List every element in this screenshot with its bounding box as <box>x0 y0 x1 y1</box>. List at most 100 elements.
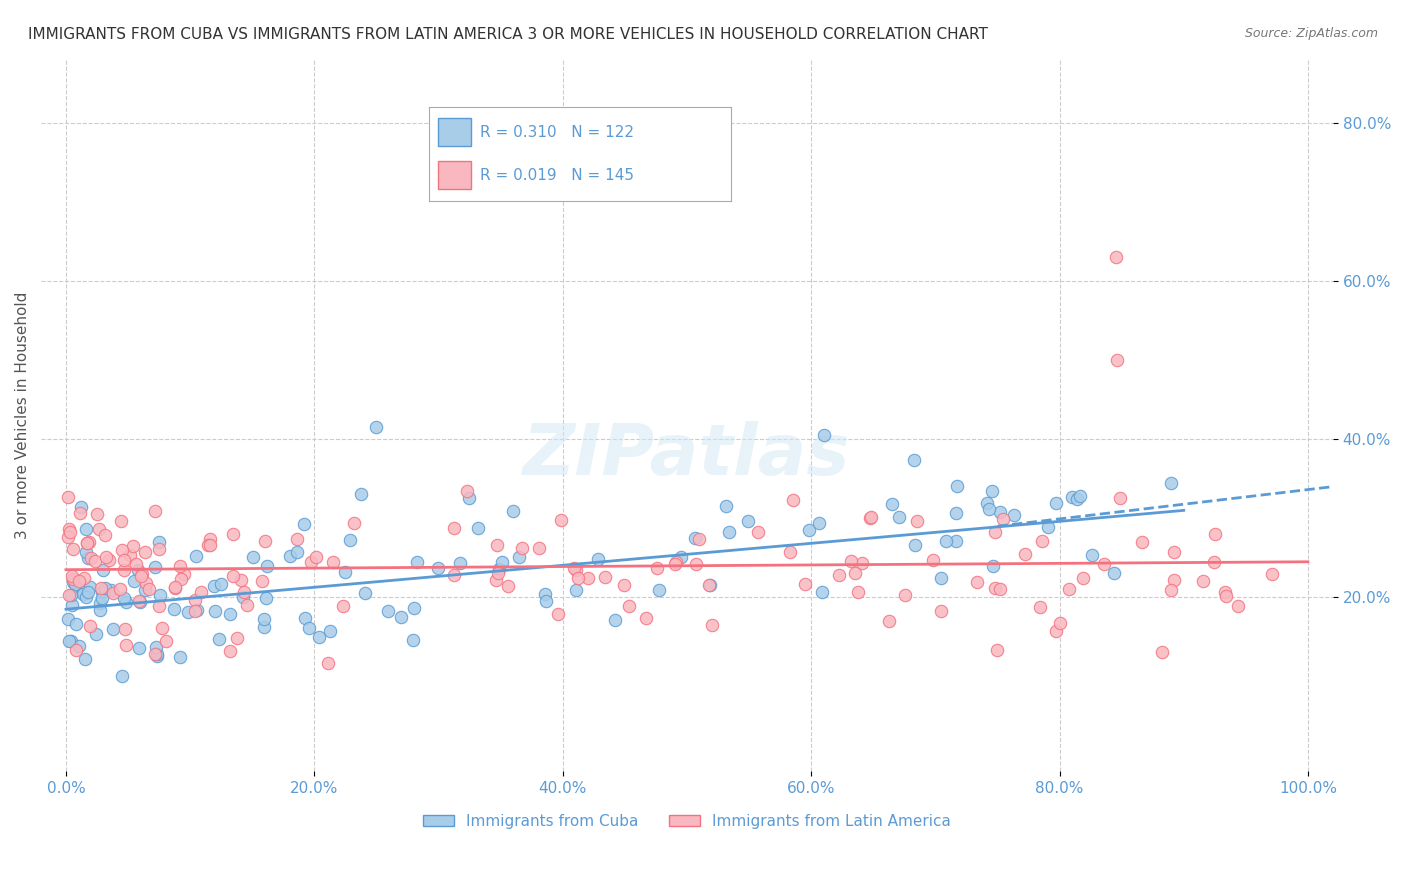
Point <box>456 483 478 498</box>
Point <box>67 639 90 653</box>
Point <box>533 587 555 601</box>
Point <box>110 515 132 529</box>
Point <box>253 612 276 626</box>
Point <box>945 534 967 549</box>
Point <box>70 500 93 514</box>
Point <box>402 601 425 615</box>
Point <box>1202 555 1225 569</box>
Point <box>565 582 588 597</box>
Point <box>89 597 111 611</box>
Point <box>467 521 489 535</box>
Point <box>576 571 599 585</box>
Point <box>844 566 866 580</box>
Point <box>664 557 686 571</box>
Point <box>186 603 208 617</box>
Point <box>339 533 361 547</box>
Point <box>1071 571 1094 585</box>
Point <box>285 545 308 559</box>
Point <box>79 535 101 549</box>
Point <box>148 535 170 549</box>
Point <box>354 586 377 600</box>
Point <box>299 555 322 569</box>
Point <box>946 478 969 492</box>
Point <box>502 504 524 518</box>
Point <box>143 504 166 518</box>
Point <box>76 535 98 549</box>
Point <box>76 584 98 599</box>
Point <box>183 604 205 618</box>
Point <box>63 577 86 591</box>
Point <box>1160 583 1182 598</box>
Point <box>108 582 131 597</box>
Point <box>984 524 1007 539</box>
Point <box>984 581 1007 595</box>
Point <box>73 571 96 585</box>
Point <box>1045 496 1067 510</box>
Point <box>612 578 634 592</box>
Point <box>145 648 167 663</box>
Point <box>1092 557 1115 571</box>
Point <box>115 594 138 608</box>
Point <box>496 579 519 593</box>
Point <box>647 561 669 575</box>
Point <box>58 529 80 543</box>
Point <box>254 591 277 605</box>
Point <box>1107 353 1129 368</box>
Bar <box>437 119 471 146</box>
Point <box>1069 489 1091 503</box>
Point <box>1029 599 1052 614</box>
Point <box>799 523 821 537</box>
Point <box>305 549 328 564</box>
Point <box>986 642 1008 657</box>
Point <box>169 650 191 665</box>
Point <box>1081 549 1104 563</box>
Point <box>112 552 135 566</box>
Point <box>135 575 157 590</box>
Point <box>714 499 737 513</box>
Point <box>65 617 87 632</box>
Point <box>209 577 232 591</box>
Point <box>1108 491 1130 505</box>
Point <box>58 634 80 648</box>
Point <box>485 573 508 587</box>
Point <box>443 568 465 582</box>
Point <box>204 603 226 617</box>
Point <box>1215 585 1237 599</box>
Point <box>697 577 720 591</box>
Point <box>319 624 342 638</box>
Point <box>134 545 156 559</box>
Point <box>593 570 616 584</box>
Point <box>1163 545 1185 559</box>
Point <box>550 514 572 528</box>
Point <box>75 590 97 604</box>
Point <box>333 565 356 579</box>
Point <box>128 595 150 609</box>
Point <box>127 563 149 577</box>
Point <box>60 598 83 612</box>
Point <box>488 562 510 576</box>
Point <box>285 533 308 547</box>
Point <box>294 611 316 625</box>
Point <box>58 522 80 536</box>
Point <box>98 553 121 567</box>
Point <box>364 420 387 434</box>
Point <box>813 428 835 442</box>
Point <box>977 501 1000 516</box>
Point <box>73 652 96 666</box>
Point <box>101 585 124 599</box>
Point <box>1036 520 1059 534</box>
Point <box>208 632 231 646</box>
Point <box>1215 590 1237 604</box>
Point <box>966 574 988 589</box>
Point <box>1066 491 1088 506</box>
Point <box>236 599 259 613</box>
Point <box>114 622 136 636</box>
Point <box>406 555 429 569</box>
Point <box>59 633 82 648</box>
Point <box>86 508 108 522</box>
Point <box>67 574 90 589</box>
Point <box>426 561 449 575</box>
Point <box>990 505 1012 519</box>
Point <box>77 551 100 566</box>
Point <box>945 506 967 520</box>
